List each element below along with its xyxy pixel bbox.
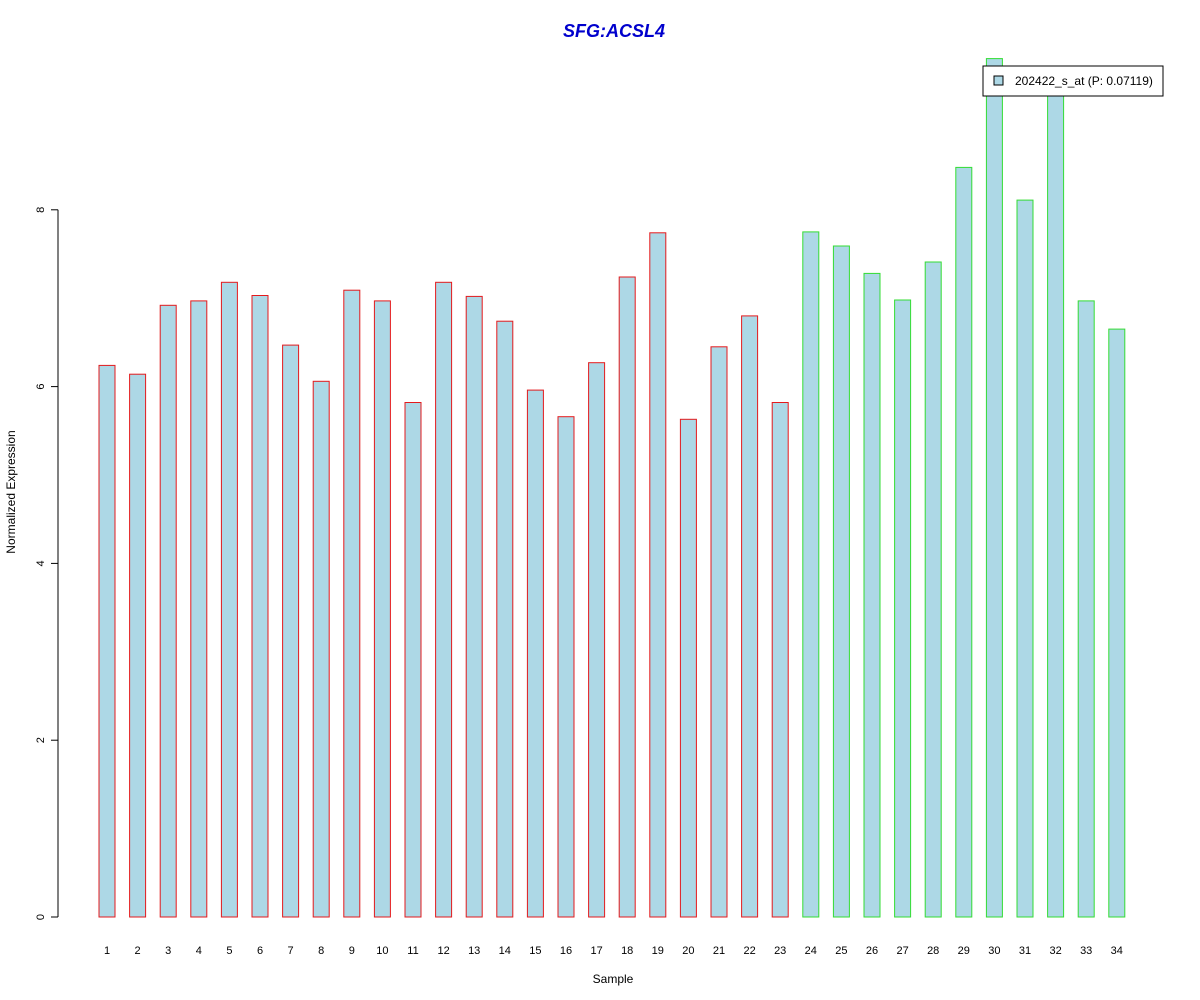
- x-tick-label: 34: [1111, 945, 1123, 957]
- y-axis-title: Normalized Expression: [4, 430, 18, 553]
- y-tick-label: 6: [35, 384, 47, 390]
- bar-sample-11: [404, 402, 422, 918]
- x-tick-label: 29: [958, 945, 970, 957]
- bar-sample-4: [190, 300, 208, 918]
- x-tick-label: 3: [165, 945, 171, 957]
- x-tick-label: 16: [560, 945, 572, 957]
- bar-sample-19: [649, 232, 667, 918]
- bar-sample-25: [832, 245, 850, 918]
- x-tick-label: 20: [682, 945, 694, 957]
- x-tick-label: 25: [835, 945, 847, 957]
- x-tick-label: 8: [318, 945, 324, 957]
- x-tick-label: 6: [257, 945, 263, 957]
- x-tick-label: 17: [590, 945, 602, 957]
- bar-sample-13: [465, 295, 483, 918]
- bar-sample-10: [373, 300, 391, 918]
- x-tick-label: 32: [1049, 945, 1061, 957]
- x-tick-label: 31: [1019, 945, 1031, 957]
- bar-sample-30: [985, 58, 1003, 918]
- chart-title: SFG:ACSL4: [563, 21, 665, 41]
- bar-sample-8: [312, 380, 330, 918]
- bar-sample-3: [159, 304, 177, 918]
- bar-sample-33: [1077, 300, 1095, 918]
- bar-sample-22: [741, 315, 759, 918]
- x-tick-label: 5: [226, 945, 232, 957]
- x-tick-label: 23: [774, 945, 786, 957]
- bar-sample-2: [129, 373, 147, 918]
- y-tick-label: 4: [35, 560, 47, 566]
- x-tick-label: 1: [104, 945, 110, 957]
- bar-sample-15: [526, 389, 544, 918]
- bar-sample-34: [1108, 328, 1126, 918]
- bar-sample-7: [282, 344, 300, 918]
- x-tick-label: 4: [196, 945, 202, 957]
- legend: 202422_s_at (P: 0.07119): [982, 65, 1164, 97]
- bar-sample-16: [557, 416, 575, 918]
- x-tick-label: 15: [529, 945, 541, 957]
- bar-sample-18: [618, 276, 636, 918]
- x-axis-title: Sample: [593, 972, 634, 986]
- x-tick-label: 10: [376, 945, 388, 957]
- legend-box: [982, 65, 1164, 97]
- bar-sample-5: [220, 281, 238, 918]
- y-axis: 0 2 4 6 8: [35, 207, 59, 920]
- bar-sample-28: [924, 261, 942, 918]
- legend-label: 202422_s_at (P: 0.07119): [1015, 74, 1153, 88]
- x-tick-label: 27: [896, 945, 908, 957]
- bar-sample-20: [679, 418, 697, 918]
- x-tick-label: 24: [805, 945, 817, 957]
- bar-sample-26: [863, 272, 881, 918]
- bar-sample-29: [955, 166, 973, 918]
- y-tick-label: 0: [35, 914, 47, 920]
- x-tick-label: 7: [288, 945, 294, 957]
- bar-sample-9: [343, 289, 361, 918]
- bar-sample-21: [710, 346, 728, 918]
- x-tick-label: 11: [407, 945, 418, 957]
- x-tick-label: 21: [713, 945, 725, 957]
- bar-sample-17: [588, 362, 606, 918]
- x-tick-label: 33: [1080, 945, 1092, 957]
- x-tick-label: 12: [437, 945, 449, 957]
- bars-group: [98, 58, 1126, 918]
- y-tick-label: 2: [35, 737, 47, 743]
- x-tick-label: 19: [652, 945, 664, 957]
- x-tick-label: 22: [743, 945, 755, 957]
- y-tick-label: 8: [35, 207, 47, 213]
- x-tick-label: 26: [866, 945, 878, 957]
- bar-sample-23: [771, 402, 789, 918]
- bar-sample-14: [496, 320, 514, 918]
- x-tick-label: 9: [349, 945, 355, 957]
- bar-sample-12: [435, 281, 453, 918]
- x-tick-label: 18: [621, 945, 633, 957]
- bar-sample-31: [1016, 199, 1034, 918]
- x-tick-label: 30: [988, 945, 1000, 957]
- legend-swatch: [993, 75, 1004, 86]
- bar-sample-24: [802, 231, 820, 918]
- x-tick-label: 28: [927, 945, 939, 957]
- x-tick-label: 2: [135, 945, 141, 957]
- bar-sample-32: [1047, 87, 1065, 918]
- bar-sample-1: [98, 364, 116, 918]
- bar-sample-6: [251, 295, 269, 918]
- x-tick-label: 14: [499, 945, 511, 957]
- bar-sample-27: [894, 299, 912, 918]
- x-tick-labels: 1 2 3 4 5 6 7 8 9 10 11 12 13 14 15 16 17 18 19 20 21 22 23 24 2…: [104, 945, 1123, 957]
- x-tick-label: 13: [468, 945, 480, 957]
